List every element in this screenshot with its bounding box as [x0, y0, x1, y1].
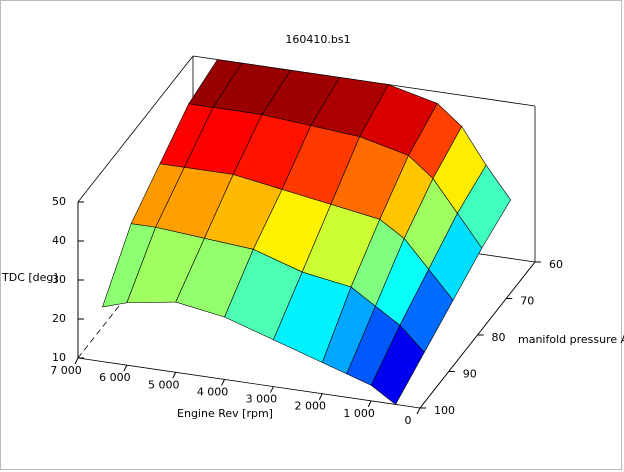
y-tick-label: 60 — [549, 258, 563, 271]
z-tick-label: 20 — [52, 312, 66, 325]
box-edge — [77, 55, 194, 203]
z-tick-label: 40 — [52, 234, 66, 247]
z-tick-label: 30 — [52, 273, 66, 286]
x-tick — [123, 364, 128, 372]
x-tick-label: 0 — [405, 414, 412, 427]
x-tick-label: 2 000 — [295, 400, 327, 413]
x-tick — [416, 407, 421, 415]
y-axis-label: manifold pressure ABS — [518, 333, 624, 346]
x-tick — [172, 372, 177, 379]
x-axis-label: Engine Rev [rpm] — [177, 407, 273, 420]
x-tick-label: 5 000 — [148, 378, 180, 391]
x-tick — [221, 379, 226, 386]
y-tick-label: 90 — [463, 368, 477, 381]
chart-title: 160410.bs1 — [285, 33, 350, 46]
x-tick-label: 1 000 — [343, 407, 375, 420]
z-tick-label: 10 — [52, 351, 66, 364]
surface-patch — [370, 324, 425, 405]
z-tick-label: 50 — [52, 195, 66, 208]
x-tick — [367, 400, 372, 408]
x-tick-label: 3 000 — [246, 393, 278, 406]
x-tick — [269, 386, 274, 393]
z-axis-label: TDC [deg] — [1, 271, 58, 284]
x-tick-label: 7 000 — [50, 364, 82, 377]
x-tick-label: 4 000 — [197, 385, 229, 398]
y-tick-label: 70 — [520, 295, 534, 308]
box-edge — [77, 357, 421, 409]
y-tick-label: 100 — [434, 404, 455, 417]
x-tick — [74, 357, 79, 365]
y-tick-label: 80 — [492, 331, 506, 344]
x-tick-label: 6 000 — [99, 371, 131, 384]
x-tick — [318, 393, 323, 400]
